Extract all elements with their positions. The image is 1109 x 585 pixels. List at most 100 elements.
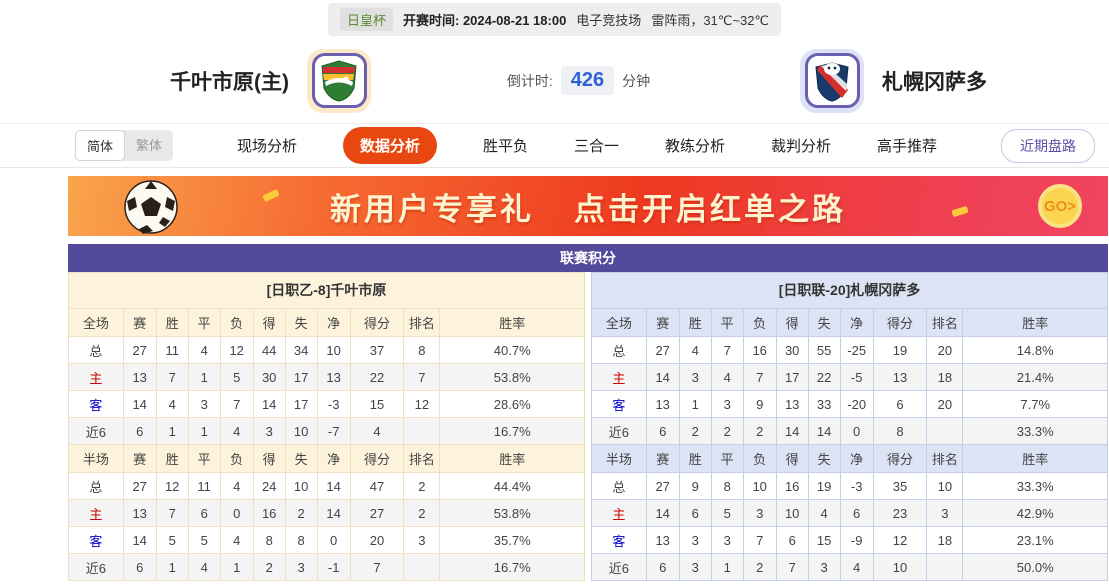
stat-cell: 2 [403, 499, 441, 527]
stat-cell: 12 [403, 390, 441, 418]
stat-cell: 7 [403, 363, 441, 391]
away-standings-table: 全场赛胜平负得失净得分 排名 胜率 总 27 4 7 16 30 55 -25 19 20 14.8% 主… [591, 308, 1108, 581]
column-header: 排名 [403, 444, 441, 473]
match-info-pill: 日皇杯 开赛时间: 2024-08-21 18:00 电子竞技场 雷阵雨，31℃… [327, 2, 782, 36]
table-row: 总 27 4 7 16 30 55 -25 19 20 14.8% [591, 336, 1108, 364]
stat-cell: 7.7% [962, 390, 1108, 418]
column-header: 失 [284, 308, 318, 337]
stat-cell: 53.8% [439, 499, 585, 527]
lang-simplified-button[interactable]: 简体 [75, 130, 126, 161]
home-crest-icon [311, 53, 367, 108]
table-row: 近6 6 3 1 2 7 3 4 10 50.0% [591, 553, 1108, 581]
table-row: 近6 6 2 2 2 14 14 0 8 33.3% [591, 417, 1108, 445]
stat-cell: 3 [678, 553, 712, 581]
stat-cell: 30 [252, 363, 286, 391]
stat-cell: 7 [155, 499, 189, 527]
home-standings-header: [日职乙-8]千叶市原 [68, 272, 585, 308]
column-header: 净 [839, 444, 874, 473]
stat-cell: 6 [839, 499, 874, 527]
standings-title: 联赛积分 [68, 244, 1108, 272]
stat-cell: 24 [252, 472, 286, 500]
stat-cell: 10 [775, 499, 809, 527]
stat-cell: 4 [219, 417, 254, 445]
home-team-logo [307, 48, 371, 113]
stat-cell: 9 [678, 472, 712, 500]
tab-win-draw-lose[interactable]: 胜平负 [482, 138, 528, 155]
promo-banner[interactable]: 新用户专享礼 点击开启红单之路 GO> [68, 176, 1108, 236]
stat-cell: 3 [742, 499, 777, 527]
full-time-body: 总 27 11 4 12 44 34 10 37 8 40.7% 主 13 7 1 5 30 17 13 22 7 53.… [68, 336, 585, 445]
column-header: 平 [710, 444, 744, 473]
stat-cell: 28.6% [439, 390, 585, 418]
stat-cell [926, 553, 964, 581]
stat-cell: 4 [839, 553, 874, 581]
language-toggle: 简体 繁体 [75, 130, 174, 161]
column-header: 胜 [678, 308, 712, 337]
stat-cell: 20 [926, 390, 964, 418]
half-time-body: 总 27 9 8 10 16 19 -3 35 10 33.3% 主 14 6 5 3 10 4 6 23 3 42.9%… [591, 472, 1108, 581]
stat-cell: 27 [122, 336, 157, 364]
table-row: 近6 6 1 4 1 2 3 -1 7 16.7% [68, 553, 585, 581]
stat-cell: 2 [403, 472, 441, 500]
stat-cell: 17 [284, 390, 318, 418]
stat-cell: 1 [187, 417, 221, 445]
tab-three-in-one[interactable]: 三合一 [574, 138, 620, 155]
column-header: 胜 [155, 444, 189, 473]
tab-referee-analysis[interactable]: 裁判分析 [771, 138, 832, 155]
nav-tabs: 现场分析 数据分析 胜平负 三合一 教练分析 裁判分析 高手推荐 [173, 127, 1001, 164]
row-label: 主 [68, 499, 124, 527]
stat-cell: 7 [155, 363, 189, 391]
stat-cell: 3 [284, 553, 318, 581]
stat-cell: -1 [316, 553, 351, 581]
banner-text-right: 点击开启红单之路 [574, 191, 846, 227]
stat-cell: 11 [187, 472, 221, 500]
column-header: 赛 [122, 308, 157, 337]
stat-cell: 35 [872, 472, 928, 500]
column-header: 负 [219, 444, 254, 473]
column-header: 失 [807, 308, 841, 337]
stat-cell: 4 [710, 363, 744, 391]
tab-data-analysis[interactable]: 数据分析 [342, 127, 437, 164]
table-row: 客 13 1 3 9 13 33 -20 6 20 7.7% [591, 390, 1108, 418]
half-time-header: 半场赛胜平负得失净得分 排名 胜率 [591, 444, 1108, 473]
column-header: 净 [839, 308, 874, 337]
stat-cell: 13 [645, 526, 680, 554]
stat-cell: 6 [187, 499, 221, 527]
row-label: 总 [68, 336, 124, 364]
stat-cell: 12 [155, 472, 189, 500]
full-time-header: 全场赛胜平负得失净得分 排名 胜率 [68, 308, 585, 337]
stat-cell: 2 [678, 417, 712, 445]
stat-cell: 10 [742, 472, 777, 500]
column-header: 胜率 [962, 444, 1108, 473]
stat-cell: 13 [872, 363, 928, 391]
row-label: 客 [591, 526, 647, 554]
go-coin-button[interactable]: GO> [1038, 184, 1082, 228]
tab-live-analysis[interactable]: 现场分析 [236, 138, 297, 155]
stat-cell: 8 [403, 336, 441, 364]
stat-cell: 3 [252, 417, 286, 445]
stat-cell: 2 [252, 553, 286, 581]
column-header: 全场 [68, 308, 124, 337]
stat-cell: 4 [219, 472, 254, 500]
column-header: 半场 [591, 444, 647, 473]
row-label: 近6 [591, 417, 647, 445]
stat-cell: 40.7% [439, 336, 585, 364]
stat-cell: 33.3% [962, 472, 1108, 500]
stat-cell: 7 [775, 553, 809, 581]
column-header: 净 [316, 444, 351, 473]
lang-traditional-button[interactable]: 繁体 [136, 138, 163, 153]
row-label: 总 [591, 336, 647, 364]
stat-cell: 13 [122, 363, 157, 391]
stat-cell: 3 [678, 363, 712, 391]
tab-coach-analysis[interactable]: 教练分析 [665, 138, 726, 155]
row-label: 近6 [68, 553, 124, 581]
away-crest-icon [804, 53, 860, 108]
tab-expert-picks[interactable]: 高手推荐 [877, 138, 938, 155]
recent-trends-button[interactable]: 近期盘路 [1001, 128, 1095, 163]
stat-cell: 1 [710, 553, 744, 581]
countdown-label: 倒计时: [506, 72, 553, 89]
column-header: 半场 [68, 444, 124, 473]
stat-cell: 27 [349, 499, 405, 527]
stat-cell: 50.0% [962, 553, 1108, 581]
countdown: 倒计时: 426 分钟 [507, 66, 650, 95]
